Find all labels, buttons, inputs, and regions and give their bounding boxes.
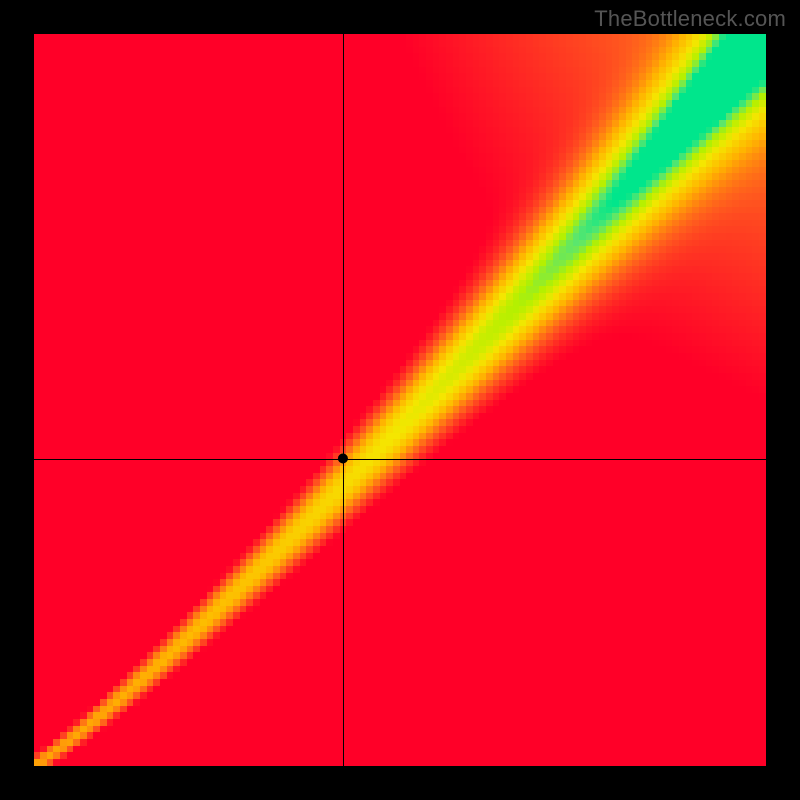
bottleneck-heatmap <box>34 34 766 766</box>
chart-container: TheBottleneck.com <box>0 0 800 800</box>
attribution-label: TheBottleneck.com <box>594 6 786 32</box>
